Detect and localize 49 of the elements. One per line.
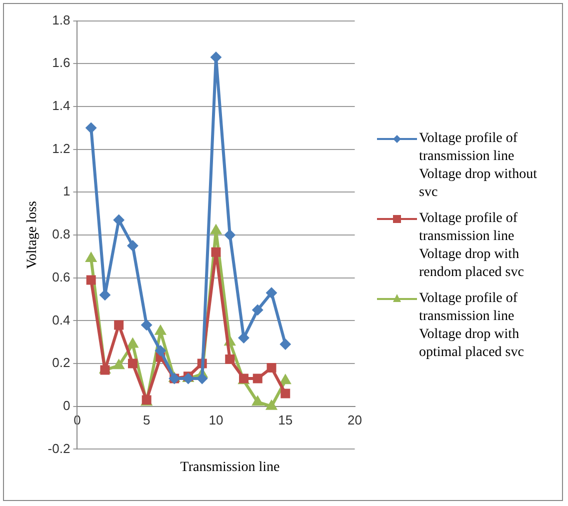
y-tick-label: 1 bbox=[62, 184, 70, 199]
point bbox=[99, 289, 110, 300]
point bbox=[211, 247, 221, 257]
point bbox=[252, 304, 264, 316]
y-tick-label: 1.2 bbox=[52, 140, 70, 156]
y-tick-label: -0.2 bbox=[48, 440, 70, 456]
point bbox=[224, 230, 236, 240]
point bbox=[280, 374, 292, 384]
legend-label: Voltage profile of transmission line Voltage drop with optimal placed svc bbox=[419, 290, 525, 362]
point bbox=[113, 359, 125, 370]
point bbox=[280, 388, 290, 398]
y-tick-label: 0 bbox=[62, 398, 70, 413]
x-tick-label: 5 bbox=[142, 412, 150, 428]
legend-label: Voltage profile of transmission line Voltage drop with rendom placed svc bbox=[419, 210, 525, 282]
x-axis-title: Transmission line bbox=[179, 460, 281, 476]
point bbox=[85, 252, 97, 262]
x-tick-label: 20 bbox=[348, 412, 362, 428]
y-tick-label: 1.4 bbox=[52, 98, 70, 114]
point bbox=[100, 365, 110, 375]
point bbox=[210, 52, 222, 63]
point bbox=[154, 324, 166, 335]
point bbox=[141, 319, 152, 330]
point bbox=[86, 122, 97, 134]
point bbox=[210, 224, 222, 234]
point bbox=[252, 396, 264, 406]
y-tick-label: 0.2 bbox=[52, 355, 70, 370]
point bbox=[86, 275, 96, 285]
y-tick-label: 1.6 bbox=[52, 55, 70, 70]
point bbox=[154, 345, 166, 356]
point bbox=[252, 374, 262, 384]
point bbox=[266, 363, 276, 373]
y-tick-label: 0.6 bbox=[52, 269, 70, 284]
x-tick-label: 15 bbox=[278, 412, 293, 428]
point bbox=[280, 338, 291, 350]
point bbox=[113, 214, 124, 226]
point bbox=[127, 338, 138, 348]
point bbox=[127, 240, 138, 252]
y-tick-label: 0.4 bbox=[52, 312, 70, 328]
point bbox=[196, 373, 208, 384]
point bbox=[266, 400, 278, 410]
point bbox=[225, 354, 235, 364]
point bbox=[114, 320, 124, 330]
legend-label: Voltage profile of transmission line Voltage drop without svc bbox=[419, 130, 538, 202]
y-axis-title: Voltage loss bbox=[25, 201, 40, 269]
y-tick-label: 1.8 bbox=[52, 12, 70, 28]
x-tick-label: 10 bbox=[208, 412, 224, 428]
point bbox=[128, 358, 138, 368]
y-tick-label: 0.8 bbox=[52, 226, 70, 242]
point bbox=[266, 287, 277, 298]
